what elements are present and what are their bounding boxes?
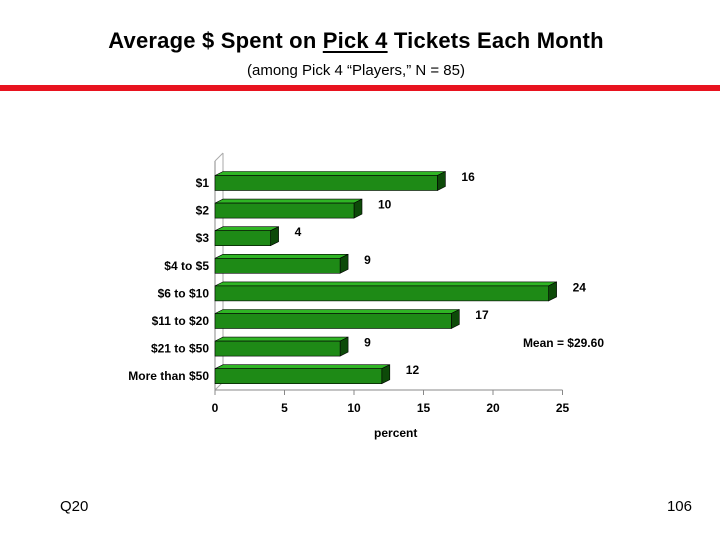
category-label: $21 to $50 — [151, 342, 209, 356]
bar-top — [214, 364, 390, 370]
value-label: 17 — [475, 308, 489, 322]
bar — [214, 313, 452, 329]
bar-top — [214, 226, 279, 231]
x-axis-label: percent — [374, 426, 417, 440]
value-label: 9 — [364, 253, 371, 267]
bar-top — [214, 309, 460, 314]
bar — [214, 175, 438, 191]
x-tick-label: 5 — [281, 401, 288, 415]
category-label: $3 — [196, 231, 210, 245]
wall-edge-line — [214, 152, 224, 162]
category-label: $2 — [196, 204, 210, 218]
bar — [214, 230, 271, 246]
bar-top — [214, 336, 349, 342]
category-label: $11 to $20 — [152, 314, 210, 328]
category-label: $1 — [196, 176, 210, 190]
category-label: $6 to $10 — [158, 286, 210, 300]
x-tick-label: 0 — [212, 401, 219, 415]
mean-annotation: Mean = $29.60 — [523, 336, 604, 350]
value-label: 12 — [406, 363, 420, 377]
value-label: 4 — [295, 225, 302, 239]
slide-label: Q20 — [60, 498, 89, 515]
bar — [214, 368, 383, 385]
value-label: 10 — [378, 198, 392, 212]
bar-top — [214, 198, 363, 204]
page-number: 106 — [666, 498, 692, 515]
value-label: 24 — [573, 280, 587, 294]
x-tick-label: 10 — [347, 401, 361, 415]
bar-top — [214, 281, 557, 287]
bar — [214, 285, 549, 302]
accent-divider — [0, 85, 720, 91]
category-label: $4 to $5 — [164, 259, 209, 273]
category-label: More than $50 — [128, 369, 209, 383]
bar-top — [214, 254, 349, 259]
bar — [214, 202, 355, 219]
bar-top — [214, 171, 446, 176]
chart-subtitle: (among Pick 4 “Players,” N = 85) — [247, 62, 465, 79]
bar — [214, 340, 341, 357]
value-label: 16 — [461, 170, 475, 184]
x-tick-label: 20 — [486, 401, 500, 415]
x-tick-label: 15 — [417, 401, 431, 415]
chart-title: Average $ Spent on Pick 4 Tickets Each M… — [108, 28, 604, 53]
bar — [214, 257, 341, 274]
title-underlined: Pick 4 — [322, 28, 388, 53]
value-label: 9 — [364, 336, 371, 350]
x-tick-label: 25 — [556, 401, 570, 415]
